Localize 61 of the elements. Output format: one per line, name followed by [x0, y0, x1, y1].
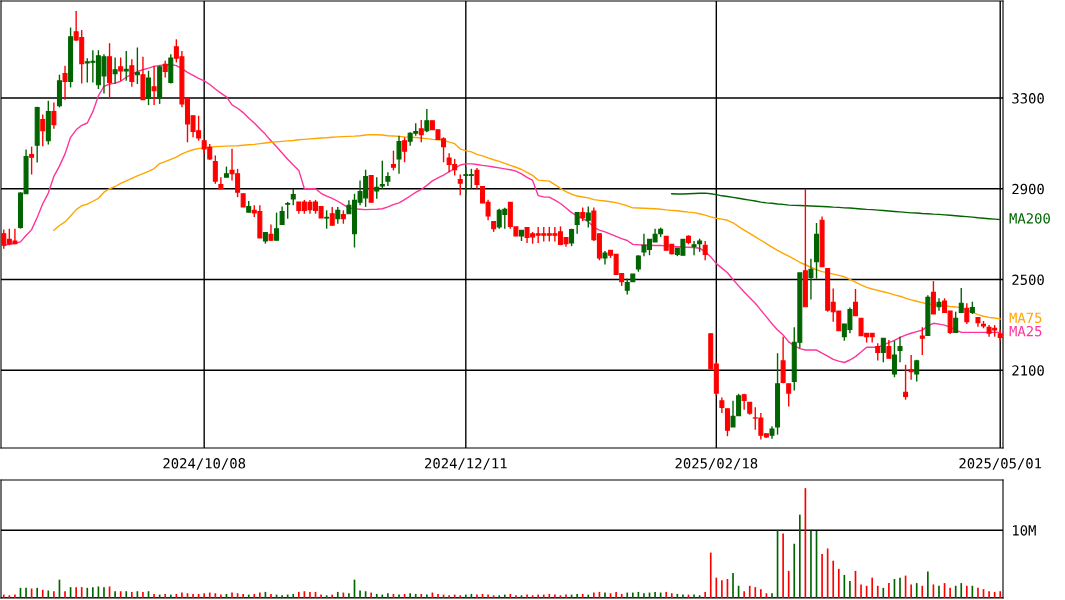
candlestick: [852, 288, 858, 317]
candlestick: [574, 211, 580, 235]
candlestick: [112, 56, 118, 85]
candlestick: [424, 108, 430, 134]
candlestick: [123, 50, 129, 82]
candlestick: [736, 393, 742, 417]
candlestick: [329, 206, 335, 226]
candlestick: [953, 311, 959, 334]
candlestick: [212, 154, 218, 185]
candlestick: [134, 46, 140, 85]
candlestick: [51, 101, 57, 130]
y-tick-label: 2900: [1012, 183, 1044, 195]
candlestick: [379, 159, 385, 190]
candlestick: [730, 400, 736, 428]
y-tick-label: 3300: [1012, 93, 1044, 104]
candlestick: [958, 287, 964, 314]
candlestick: [936, 297, 942, 312]
candlestick: [402, 136, 408, 163]
series-label: MA75: [1009, 312, 1042, 324]
candlestick: [930, 280, 936, 315]
candlestick: [390, 149, 396, 172]
x-tick-label: 2024/12/11: [425, 458, 507, 470]
series-label: MA200: [1009, 213, 1050, 224]
candlestick: [808, 257, 814, 301]
x-tick-label: 2025/05/01: [959, 458, 1042, 470]
y-tick-label: 2100: [1012, 365, 1044, 376]
candlestick: [324, 209, 330, 230]
candlestick: [880, 337, 886, 363]
candlestick: [919, 326, 925, 356]
candlestick: [62, 65, 68, 101]
candlestick: [274, 211, 280, 241]
candlestick: [151, 65, 157, 106]
candlestick: [908, 354, 914, 381]
candlestick: [886, 339, 892, 359]
candlestick: [585, 205, 591, 229]
candlestick: [691, 240, 697, 256]
candlestick: [724, 408, 730, 437]
candlestick: [129, 58, 135, 88]
candlestick: [474, 167, 480, 190]
candlestick: [396, 135, 402, 175]
series-label: MA25: [1009, 325, 1042, 337]
candlestick: [418, 119, 424, 143]
x-tick-label: 2025/02/18: [675, 458, 758, 470]
candlestick: [786, 383, 792, 408]
candlestick: [457, 173, 463, 197]
line-series: [671, 192, 1001, 221]
candlestick: [374, 176, 380, 200]
candlestick: [29, 145, 35, 176]
candlestick: [40, 113, 46, 147]
y-tick-label: 2500: [1012, 274, 1044, 286]
candlestick: [118, 56, 124, 82]
y-tick-label: 10M: [1013, 525, 1036, 536]
candlestick: [146, 70, 152, 106]
candlestick: [964, 302, 970, 325]
candlestick: [780, 335, 786, 384]
candlestick: [702, 240, 708, 261]
line-series: [3, 63, 1001, 364]
candlestick: [903, 364, 909, 401]
candlestick: [897, 335, 903, 363]
x-tick-label: 2024/10/08: [163, 458, 246, 470]
candlestick: [891, 340, 897, 378]
